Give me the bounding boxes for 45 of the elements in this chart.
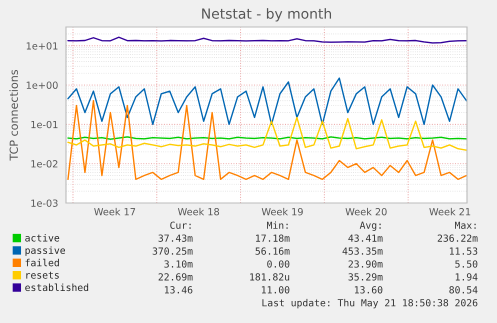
text: 22.69m xyxy=(158,273,193,281)
text: 5.50 xyxy=(455,260,478,268)
text: 13.60 xyxy=(354,286,382,294)
line-series xyxy=(67,100,467,180)
x-tick-label: Week 17 xyxy=(94,208,136,216)
text: Min: xyxy=(266,221,288,229)
chart-title: Netstat - by month xyxy=(202,8,332,22)
x-tick-label: Week 19 xyxy=(262,208,303,216)
text: 236.22m xyxy=(438,234,478,242)
text: 17.18m xyxy=(256,234,290,242)
text: 3.10m xyxy=(164,260,193,268)
y-axis-title: TCP connections xyxy=(9,70,18,161)
y-tick-label: 1e-02 xyxy=(31,160,58,168)
legend-label: resets xyxy=(26,272,59,279)
legend-label: active xyxy=(25,234,60,242)
text: 11.00 xyxy=(262,286,290,294)
legend-label: established xyxy=(25,284,88,292)
x-tick-label: Week 20 xyxy=(346,208,387,216)
text: 35.29m xyxy=(348,273,383,281)
text: 370.25m xyxy=(152,247,193,255)
x-tick-label: Week 18 xyxy=(178,208,220,216)
text: 453.35m xyxy=(342,247,383,255)
text: 0.00 xyxy=(267,260,290,268)
line-series xyxy=(67,77,467,126)
text: 43.41m xyxy=(348,234,383,242)
legend-label: passive xyxy=(26,246,66,256)
legend-label: failed xyxy=(26,258,59,266)
text: 80.54 xyxy=(449,286,478,294)
text: Max: xyxy=(454,222,476,229)
text: 11.53 xyxy=(450,247,478,255)
y-tick-label: 1e+00 xyxy=(26,82,58,89)
y-tick-label: 1e-03 xyxy=(31,199,58,207)
text: Cur: xyxy=(170,222,191,229)
text: 1.94 xyxy=(456,273,478,281)
x-tick-label: Week 21 xyxy=(429,208,470,216)
text: 23.90m xyxy=(348,260,383,268)
text: 37.43m xyxy=(158,234,193,242)
y-tick-label: 1e-01 xyxy=(31,120,58,128)
y-tick-label: 1e+01 xyxy=(26,42,58,50)
line-series xyxy=(67,116,467,151)
text: 56.16m xyxy=(256,247,290,255)
text: Avg: xyxy=(360,222,381,231)
text: 181.82u xyxy=(250,273,290,281)
text: Last update: Thu May 21 18:50:38 2026 xyxy=(262,298,478,308)
text: 13.46 xyxy=(164,286,192,294)
